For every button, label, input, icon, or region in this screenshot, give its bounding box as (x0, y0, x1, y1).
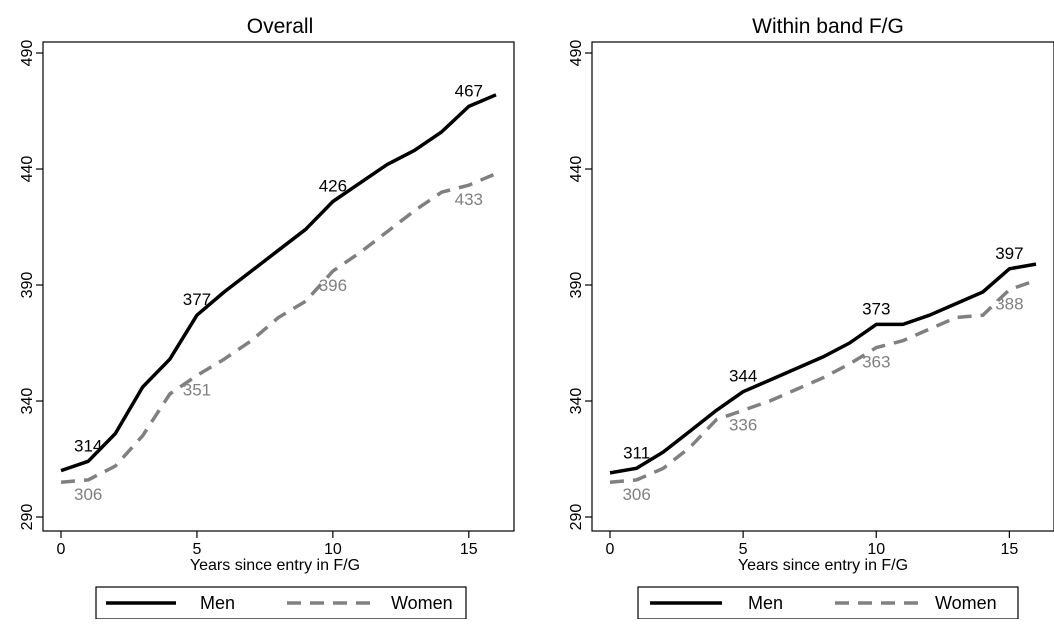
data-label-men: 467 (455, 81, 483, 100)
series-line-women (60, 171, 497, 484)
y-tick-label: 340 (19, 388, 36, 415)
y-tick-label: 440 (19, 156, 36, 183)
y-tick-label: 490 (568, 40, 585, 67)
y-axis: 290 340 390 440 490 (19, 40, 43, 531)
data-label-women: 388 (995, 295, 1023, 314)
data-label-women: 351 (183, 380, 211, 399)
series-line-men (609, 262, 1037, 475)
series-group (60, 93, 497, 484)
x-tick-label: 5 (739, 541, 748, 558)
x-tick-label: 15 (1000, 541, 1018, 558)
y-tick-label: 390 (568, 272, 585, 299)
legend-label-men: Men (200, 593, 235, 613)
y-tick-label: 290 (19, 504, 36, 531)
series-line-men (60, 93, 497, 473)
x-tick-label: 10 (867, 541, 885, 558)
x-tick-label: 0 (606, 541, 615, 558)
x-tick-label: 0 (57, 541, 66, 558)
legend: Men Women (95, 586, 467, 620)
series-group (609, 262, 1037, 484)
data-labels: 314 377 426 467 306 351 396 433 (74, 81, 483, 504)
x-tick-label: 5 (192, 541, 201, 558)
y-tick-label: 390 (19, 272, 36, 299)
y-axis: 290 340 390 440 490 (568, 40, 592, 531)
data-label-men: 377 (183, 290, 211, 309)
y-tick-label: 440 (568, 156, 585, 183)
legend-label-women: Women (391, 593, 453, 613)
x-axis: 0 5 10 15 (57, 531, 478, 558)
data-label-women: 336 (729, 415, 757, 434)
legend-label-women: Women (935, 593, 997, 613)
data-label-women: 306 (622, 485, 650, 504)
chart-title: Within band F/G (752, 15, 904, 38)
panel-overall: Overall 290 340 390 440 490 0 5 10 15 Years sin… (19, 15, 515, 620)
x-tick-label: 10 (324, 541, 342, 558)
data-label-men: 426 (319, 176, 347, 195)
x-axis: 0 5 10 15 (606, 531, 1018, 558)
data-label-men: 397 (995, 244, 1023, 263)
plot-frame (42, 41, 515, 532)
data-label-men: 344 (729, 367, 757, 386)
data-label-men: 311 (623, 443, 650, 462)
data-labels: 311 344 373 397 306 336 363 388 (622, 244, 1023, 504)
legend-label-men: Men (748, 593, 783, 613)
panel-within-band: Within band F/G 290 340 390 440 490 0 5 10 15 Y… (568, 15, 1054, 620)
series-line-women (609, 278, 1037, 484)
data-label-women: 306 (74, 485, 102, 504)
data-label-men: 373 (862, 299, 890, 318)
x-axis-label: Years since entry in F/G (738, 557, 908, 574)
data-label-women: 433 (455, 190, 483, 209)
chart-title: Overall (247, 15, 314, 38)
y-tick-label: 290 (568, 504, 585, 531)
legend: Men Women (637, 586, 1019, 620)
plot-frame (591, 41, 1054, 532)
data-label-men: 314 (74, 436, 102, 455)
y-tick-label: 490 (19, 40, 36, 67)
x-tick-label: 15 (460, 541, 478, 558)
data-label-women: 396 (319, 276, 347, 295)
y-tick-label: 340 (568, 388, 585, 415)
data-label-women: 363 (862, 353, 890, 372)
x-axis-label: Years since entry in F/G (190, 557, 360, 574)
